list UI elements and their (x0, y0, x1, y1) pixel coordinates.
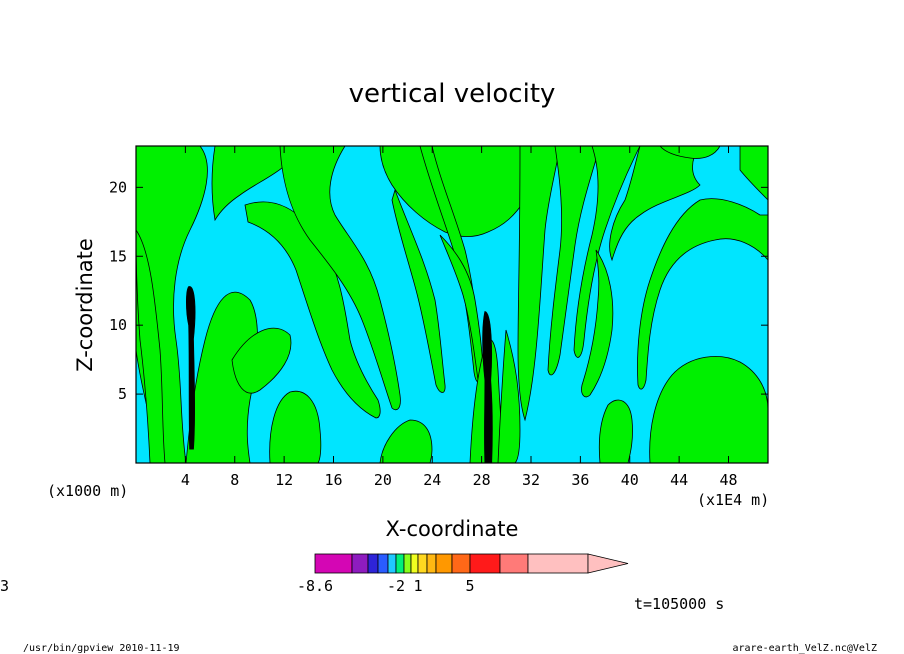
colorbar-segment (395, 553, 405, 574)
x-tick-label: 48 (719, 471, 737, 489)
footer-left: /usr/bin/gpview 2010-11-19 (23, 643, 180, 654)
x-unit-right: (x1E4 m) (697, 491, 769, 509)
x-tick-label: 32 (522, 471, 540, 489)
x-axis: 4 8 12 16 20 24 28 32 36 40 44 48 (181, 146, 738, 489)
x-tick-label: 28 (473, 471, 491, 489)
colorbar-tick-label: 1 (413, 577, 422, 595)
x-unit-left: (x1000 m) (47, 482, 128, 500)
colorbar-ticks: -8.6 -2 1 5 13 (0, 577, 475, 595)
x-tick-label: 8 (230, 471, 239, 489)
updraft-region (659, 146, 721, 159)
updraft-region (649, 356, 768, 463)
contour-field (136, 146, 768, 463)
colorbar-tick-label: 13 (0, 577, 9, 595)
updraft-region (379, 419, 433, 463)
x-axis-label: X-coordinate (386, 517, 519, 541)
y-tick-label: 20 (109, 178, 127, 196)
updraft-region (598, 399, 633, 463)
colorbar-segment (527, 553, 589, 574)
colorbar-segment (469, 553, 501, 574)
updraft-region (581, 249, 614, 398)
x-tick-label: 36 (571, 471, 589, 489)
colorbar-segment (499, 553, 529, 574)
colorbar-segment (417, 553, 428, 574)
footer-right: arare-earth_VelZ.nc@VelZ (733, 643, 878, 654)
y-tick-label: 5 (118, 385, 127, 403)
x-tick-label: 4 (181, 471, 190, 489)
updraft-region (231, 327, 292, 394)
colorbar (314, 553, 629, 574)
colorbar-segment (451, 553, 471, 574)
colorbar-segment (367, 553, 379, 574)
updraft-region (391, 188, 446, 393)
plot-frame (135, 145, 769, 464)
chart-title: vertical velocity (349, 79, 556, 109)
colorbar-segment (403, 553, 412, 574)
colorbar-segment (314, 553, 353, 574)
colorbar-segment (387, 553, 397, 574)
colorbar-tick-label: -8.6 (297, 577, 333, 595)
updraft-region (573, 146, 641, 358)
strong-core (482, 311, 493, 463)
y-tick-label: 10 (109, 316, 127, 334)
x-tick-label: 12 (275, 471, 293, 489)
x-tick-label: 40 (621, 471, 639, 489)
updraft-region (269, 390, 322, 463)
colorbar-segment (351, 553, 369, 574)
colorbar-segment (426, 553, 437, 574)
updraft-region (497, 329, 521, 463)
colorbar-tick-label: -2 (387, 577, 405, 595)
y-axis: 5 10 15 20 (109, 178, 768, 403)
x-tick-label: 20 (374, 471, 392, 489)
y-tick-label: 15 (109, 247, 127, 265)
updraft-region (136, 229, 166, 463)
x-tick-label: 24 (423, 471, 441, 489)
updraft-region (517, 146, 561, 422)
updraft-region (185, 291, 258, 463)
colorbar-segment (435, 553, 453, 574)
updraft-region (547, 146, 601, 376)
updraft-region (279, 146, 401, 411)
colorbar-segment (410, 553, 419, 574)
updraft-region (609, 146, 701, 262)
colorbar-segment (377, 553, 389, 574)
time-label: t=105000 s (634, 595, 724, 613)
y-axis-label: Z-coordinate (73, 238, 97, 372)
strong-core (185, 286, 196, 450)
x-tick-label: 44 (670, 471, 688, 489)
x-tick-label: 16 (324, 471, 342, 489)
colorbar-tick-label: 5 (465, 577, 474, 595)
colorbar-extend-arrow (587, 553, 629, 574)
plot-area (135, 145, 769, 464)
